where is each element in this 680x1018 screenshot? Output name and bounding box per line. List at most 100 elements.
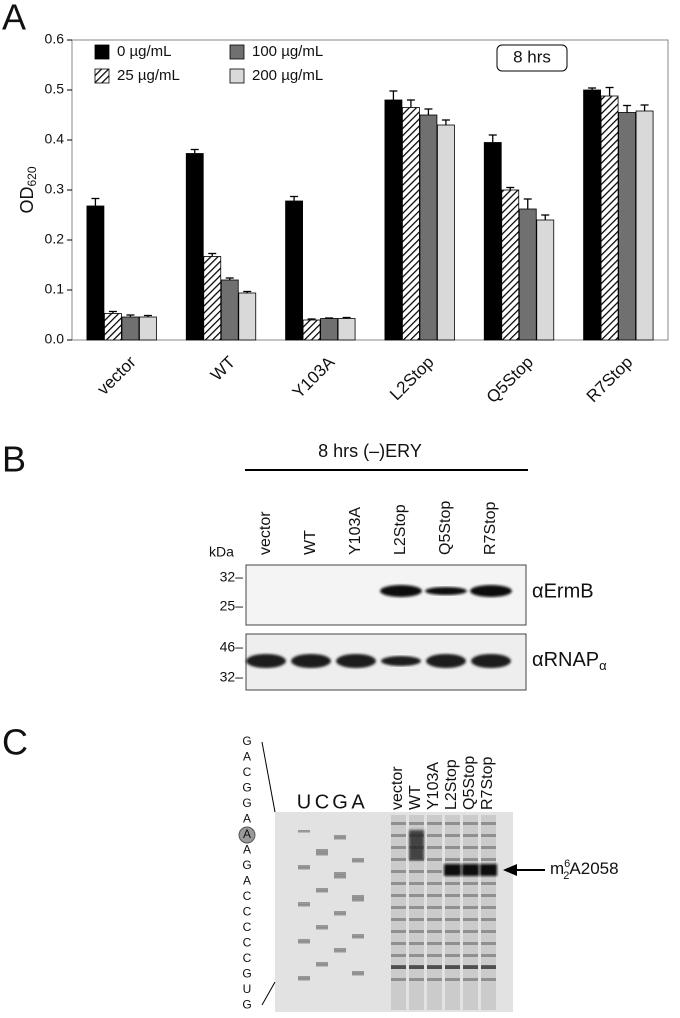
condition: 8 hrs (–)ERY (318, 441, 422, 461)
gel-band (463, 954, 478, 957)
y-tick-label: 0.0 (45, 331, 65, 347)
gel-band (334, 948, 346, 951)
ladder-label: G (332, 791, 348, 813)
gel-band (334, 913, 346, 916)
gel-lane (427, 815, 442, 1010)
bar (86, 205, 105, 341)
gel-band (316, 849, 328, 852)
gel-band (480, 864, 497, 876)
gel-band (445, 906, 460, 909)
gel-lane (409, 815, 424, 1010)
gel-band (445, 978, 460, 981)
gel-lane-label: L2Stop (443, 759, 460, 810)
gel-band (391, 906, 406, 909)
lane-label: L2Stop (392, 504, 409, 555)
gel-band (352, 860, 364, 863)
ann-sup: 6 (564, 858, 570, 870)
gel-band (481, 882, 496, 885)
gel-band (391, 942, 406, 945)
sequence-letter: C (243, 951, 252, 965)
gel-band (445, 834, 460, 837)
gel-band (298, 902, 310, 905)
gel-band (334, 876, 346, 879)
y-tick-label: 0.1 (45, 281, 65, 297)
gel-band (427, 822, 442, 825)
gel-band (352, 934, 364, 937)
gel-band (391, 965, 406, 969)
bar (302, 319, 321, 341)
gel-band (334, 872, 346, 875)
gel-band (391, 978, 406, 981)
gel-band (316, 890, 328, 893)
gel-band (427, 965, 442, 969)
bar (139, 316, 157, 341)
bracket (261, 981, 276, 1006)
gel-band (391, 954, 406, 957)
band (425, 587, 467, 595)
gel-band (352, 858, 364, 861)
gel-band (334, 911, 346, 914)
panel-label: A (2, 0, 26, 38)
bar (238, 292, 257, 341)
gel-band (409, 830, 424, 860)
band (470, 585, 512, 597)
gel-band (481, 954, 496, 957)
sequence-letter: G (242, 781, 251, 795)
gel-band (409, 906, 424, 909)
legend-label: 0 µg/mL (117, 43, 172, 60)
sequence-letter: G (242, 796, 251, 810)
gel-band (463, 834, 478, 837)
unit: kDa (209, 544, 234, 560)
gel-band (298, 939, 310, 942)
antibody: αErmB (532, 580, 594, 602)
legend-swatch (229, 68, 245, 84)
gel-band (352, 895, 364, 898)
bar (384, 99, 403, 341)
x-tick-label: Q5Stop (483, 353, 537, 407)
gel-band (409, 894, 424, 897)
bar (518, 208, 537, 341)
gel-lane (481, 815, 496, 1010)
gel-band (462, 864, 479, 876)
gel-band (427, 954, 442, 957)
bracket (261, 741, 276, 813)
annotation-box (496, 44, 568, 72)
gel-band (445, 942, 460, 945)
sequence-letter: C (243, 765, 252, 779)
gel-band (445, 930, 460, 933)
lane-label: WT (302, 530, 319, 555)
marker: 32– (220, 669, 244, 685)
gel-band (409, 942, 424, 945)
bar (104, 313, 122, 341)
gel-band (298, 976, 310, 979)
sequence-letter: A (243, 874, 251, 888)
gel-band (409, 965, 424, 969)
gel-band (334, 950, 346, 953)
bar (402, 107, 420, 341)
gel-band (463, 942, 478, 945)
gel-band (409, 954, 424, 957)
antibody: αRNAPα (532, 649, 607, 673)
legend-label: 25 µg/mL (117, 67, 180, 84)
gel-band (391, 918, 406, 921)
gel-band (334, 835, 346, 838)
panel-label: C (2, 722, 28, 763)
gel-band (427, 894, 442, 897)
gel-band (427, 882, 442, 885)
gel-band (298, 865, 310, 868)
gel-band (481, 846, 496, 849)
ann: m (550, 859, 564, 878)
gel-band (427, 906, 442, 909)
gel-band (352, 899, 364, 902)
gel-band (427, 918, 442, 921)
band (380, 585, 422, 597)
bar (285, 200, 303, 341)
gel-band (391, 858, 406, 861)
gel-band (463, 858, 478, 861)
legend-swatch (94, 68, 110, 84)
y-tick-label: 0.4 (45, 131, 65, 147)
bar (320, 318, 338, 341)
band (246, 654, 286, 668)
gel-band (298, 867, 310, 870)
y-tick-label: 0.2 (45, 231, 65, 247)
